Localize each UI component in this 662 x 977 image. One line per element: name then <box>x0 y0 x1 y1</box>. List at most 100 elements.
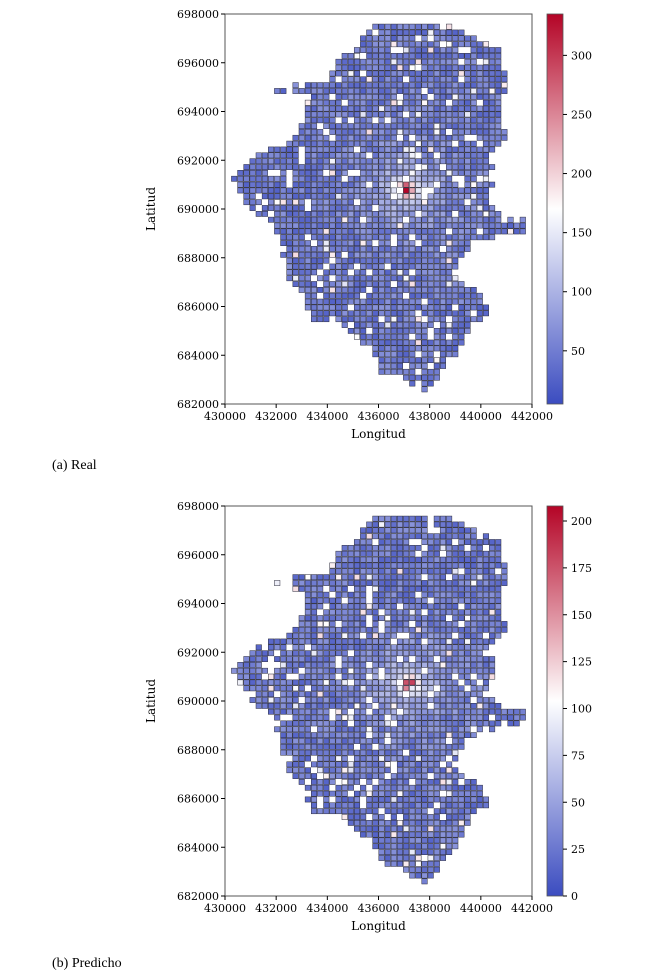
heatmap-cell <box>452 626 459 633</box>
heatmap-cell <box>427 339 434 346</box>
heatmap-cell <box>384 211 391 217</box>
heatmap-cell <box>360 111 367 118</box>
heatmap-cell <box>323 88 330 94</box>
heatmap-cell <box>384 580 391 586</box>
x-tick-label: 430000 <box>204 410 246 423</box>
heatmap-cell <box>421 351 428 358</box>
heatmap-cell <box>360 691 367 698</box>
heatmap-cell <box>360 211 367 217</box>
heatmap-cell <box>384 333 391 340</box>
heatmap-cell <box>409 831 416 838</box>
heatmap-cell <box>415 755 422 762</box>
heatmap-cell <box>439 632 446 639</box>
heatmap-cell <box>341 111 348 118</box>
heatmap-cell <box>452 199 459 206</box>
heatmap-cell <box>304 679 311 686</box>
heatmap-cell <box>292 152 299 159</box>
heatmap-cell <box>304 158 311 165</box>
heatmap-cell <box>298 743 305 750</box>
heatmap-cell <box>372 755 379 762</box>
heatmap-cell <box>415 626 422 633</box>
heatmap-cell <box>452 796 459 803</box>
heatmap-cell <box>304 708 311 715</box>
x-tick-label: 430000 <box>204 902 246 915</box>
heatmap-cell <box>335 99 342 106</box>
heatmap-cell <box>446 580 453 586</box>
heatmap-cell <box>335 205 342 211</box>
heatmap-cell <box>255 685 262 692</box>
heatmap-cell <box>396 621 404 627</box>
heatmap-cell <box>292 638 299 645</box>
heatmap-cell <box>458 667 465 674</box>
heatmap-cell <box>446 281 453 287</box>
heatmap-cell <box>409 667 416 674</box>
heatmap-cell <box>360 708 367 715</box>
heatmap-cell <box>249 164 256 170</box>
heatmap-cell <box>372 170 379 176</box>
heatmap-cell <box>353 111 361 118</box>
heatmap-cell <box>304 281 311 287</box>
heatmap-cell <box>353 726 361 733</box>
heatmap-cell <box>427 316 434 323</box>
heatmap-cell <box>335 586 342 592</box>
heatmap-cell <box>390 64 397 71</box>
heatmap-cell <box>433 761 440 768</box>
heatmap-cell <box>378 105 385 112</box>
heatmap-cell <box>403 580 410 586</box>
heatmap-cell <box>396 790 404 797</box>
heatmap-cell <box>409 814 416 820</box>
heatmap-cell <box>409 708 416 715</box>
heatmap-cell <box>298 767 305 774</box>
heatmap-cell <box>286 234 293 241</box>
heatmap-cell <box>274 673 281 680</box>
heatmap-cell <box>366 820 373 826</box>
heatmap-cell <box>292 211 299 217</box>
heatmap-cell <box>317 146 324 153</box>
heatmap-cell <box>372 673 379 680</box>
heatmap-cell <box>347 773 354 779</box>
heatmap-cell <box>390 714 397 721</box>
heatmap-cell <box>433 211 440 217</box>
heatmap-cell <box>446 170 453 176</box>
heatmap-cell <box>243 199 250 206</box>
heatmap-cell <box>489 94 496 100</box>
heatmap-cell <box>439 691 446 698</box>
heatmap-cell <box>446 597 453 604</box>
heatmap-cell <box>464 644 471 651</box>
heatmap-cell <box>476 158 483 165</box>
heatmap-cell <box>433 586 440 592</box>
heatmap-cell <box>427 562 434 569</box>
heatmap-cell <box>403 820 410 826</box>
heatmap-cell <box>372 64 379 71</box>
heatmap-cell <box>341 562 348 569</box>
heatmap-cell <box>476 222 483 229</box>
colorbar-tick-label: 25 <box>571 843 585 856</box>
heatmap-cell <box>372 351 379 358</box>
heatmap-cell <box>501 580 508 586</box>
heatmap-cell <box>396 287 404 293</box>
heatmap-cell <box>378 134 385 141</box>
heatmap-cell <box>452 732 459 738</box>
x-tick-label: 442000 <box>511 902 553 915</box>
heatmap-cell <box>421 761 428 768</box>
heatmap-cell <box>372 697 379 703</box>
heatmap-cell <box>489 632 496 639</box>
heatmap-cell <box>311 164 318 170</box>
heatmap-cell <box>304 222 311 229</box>
heatmap-cell <box>323 761 330 768</box>
heatmap-cell <box>458 638 465 645</box>
heatmap-cell <box>366 164 373 170</box>
heatmap-cell <box>366 216 373 223</box>
heatmap-cell <box>353 269 361 276</box>
heatmap-cell <box>280 187 287 194</box>
heatmap-cell <box>372 41 379 48</box>
heatmap-cell <box>415 662 422 668</box>
heatmap-cell <box>501 626 508 633</box>
heatmap-cell <box>427 41 434 48</box>
heatmap-cell <box>366 82 373 89</box>
heatmap-cell <box>255 152 262 159</box>
heatmap-cell <box>439 269 446 276</box>
heatmap-cell <box>482 708 489 715</box>
heatmap-cell <box>280 743 287 750</box>
heatmap-cell <box>390 580 397 586</box>
